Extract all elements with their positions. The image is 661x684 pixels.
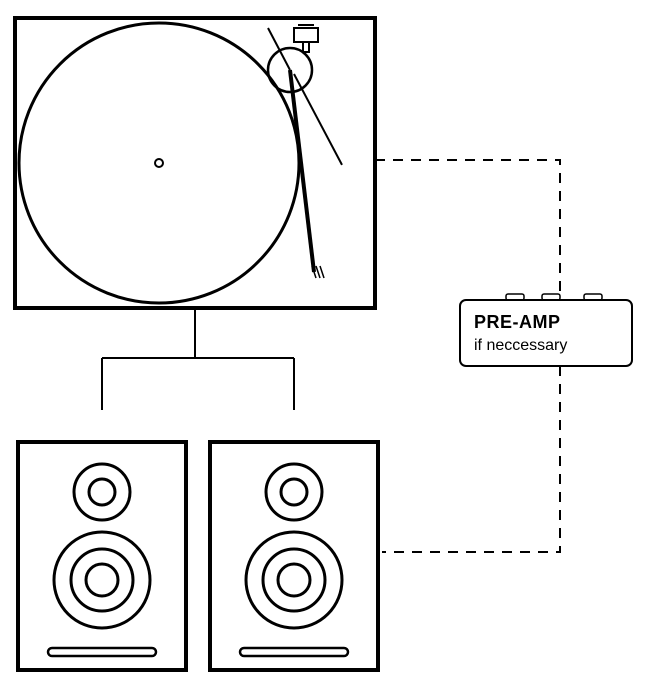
connector-turntable-speakers xyxy=(102,308,294,410)
speaker-left xyxy=(18,442,186,670)
audio-setup-diagram: PRE-AMP if neccessary xyxy=(0,0,661,684)
preamp-sublabel: if neccessary xyxy=(474,337,567,354)
turntable xyxy=(15,18,375,308)
preamp-label: PRE-AMP xyxy=(474,312,561,332)
preamp: PRE-AMP if neccessary xyxy=(460,294,632,366)
speaker-right xyxy=(210,442,378,670)
